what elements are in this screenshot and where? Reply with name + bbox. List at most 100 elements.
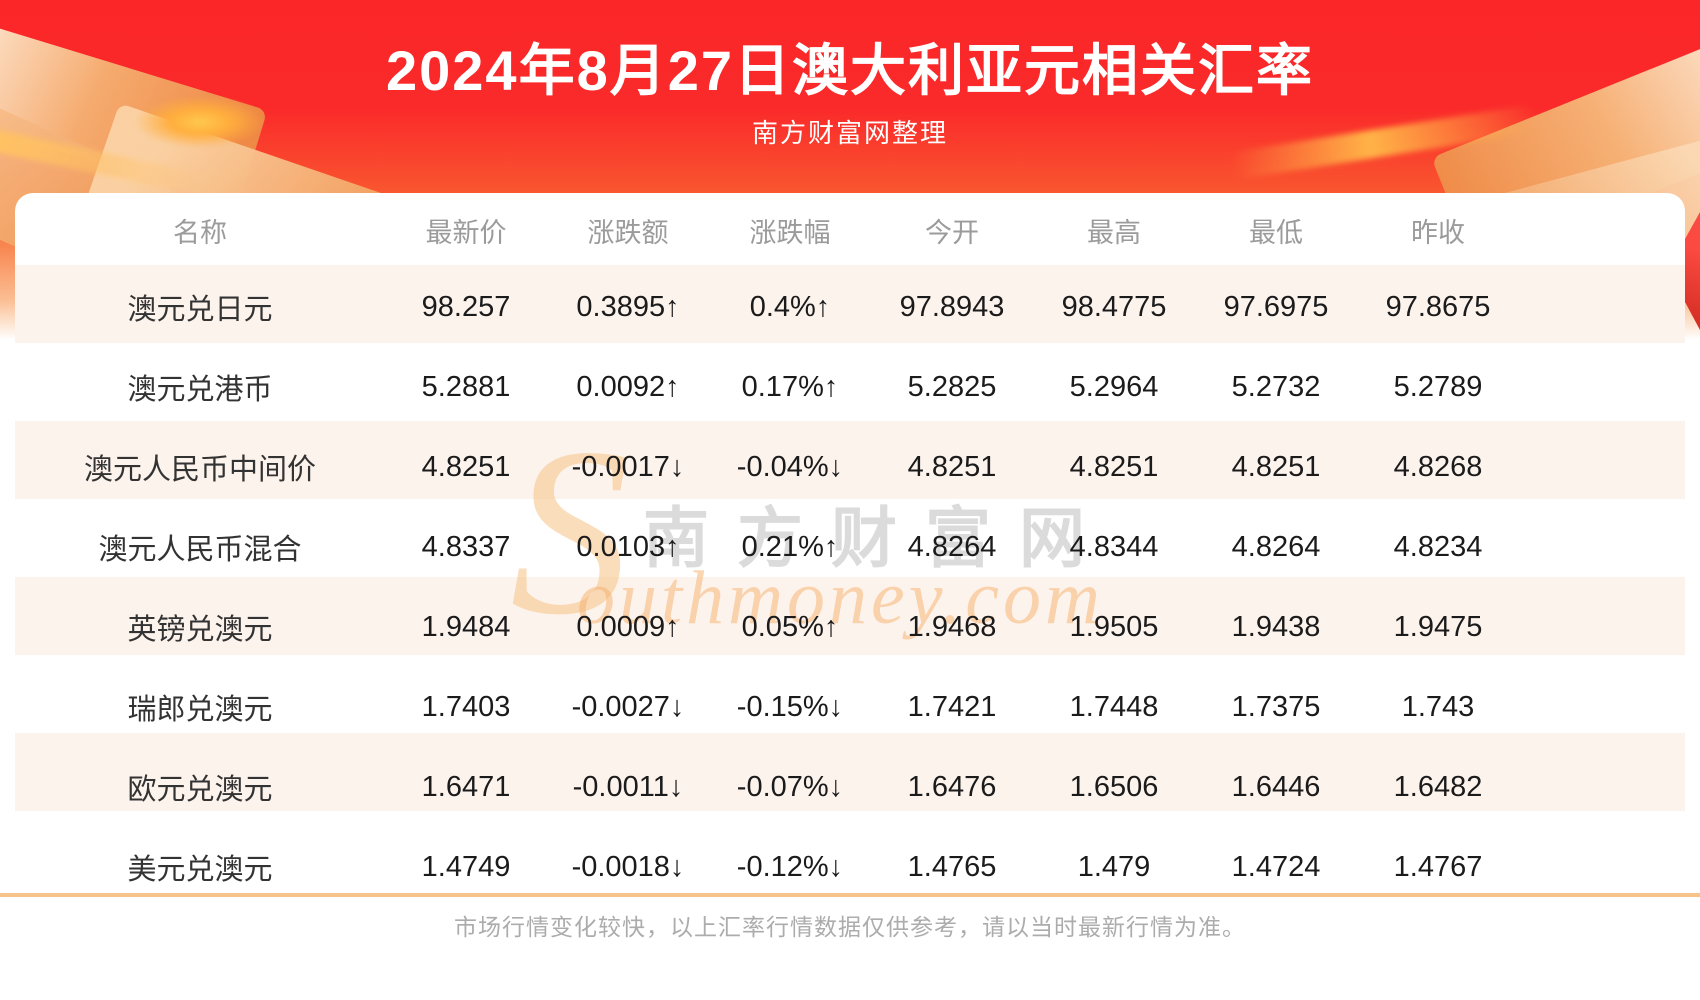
change-percent: -0.15%↓ [736,690,844,723]
latest-price: 4.8251 [421,450,511,483]
low-price: 4.8251 [1231,450,1321,483]
change-percent: 0.21%↑ [741,530,839,563]
open-price: 5.2825 [907,370,997,403]
footer-divider [0,893,1700,897]
page-title: 2024年8月27日澳大利亚元相关汇率 [385,39,1314,102]
pair-name: 澳元人民币中间价 [83,454,316,486]
latest-price: 1.9484 [421,610,511,643]
column-header: 最新价 [425,217,507,248]
column-header: 名称 [173,217,227,248]
table-row: 欧元兑澳元 1.6471 -0.0011↓ -0.07%↓ 1.6476 1.6… [15,747,1685,827]
prev-close-price: 1.743 [1401,690,1475,723]
change-amount: -0.0011↓ [572,770,684,803]
rates-panel: S 南方财富网 outhmoney.com 名称 最新价 涨跌额 涨跌幅 今开 最高 最低昨… [15,193,1685,889]
spacer-cell [1519,427,1685,507]
change-percent: 0.4%↑ [749,290,831,323]
change-amount: 0.0009↑ [576,610,680,643]
spacer-cell [1519,827,1685,889]
latest-price: 1.4749 [421,850,511,883]
open-price: 4.8251 [907,450,997,483]
spacer-cell [1519,587,1685,667]
high-price: 1.9505 [1069,610,1159,643]
change-percent: -0.12%↓ [736,850,844,883]
column-header: 涨跌幅 [749,217,831,248]
rates-table-body: 澳元兑日元 98.257 0.3895↑ 0.4%↑ 97.8943 98.47… [15,267,1685,889]
low-price: 4.8264 [1231,530,1321,563]
pair-name: 美元兑澳元 [127,854,273,886]
prev-close-price: 1.6482 [1393,770,1483,803]
pair-name: 澳元兑港币 [127,374,273,406]
pair-name: 澳元人民币混合 [98,534,302,566]
change-percent: -0.04%↓ [736,450,844,483]
high-price: 1.7448 [1069,690,1159,723]
change-percent: 0.17%↑ [741,370,839,403]
change-amount: -0.0027↓ [571,690,685,723]
gold-glow-decor-left [135,96,265,148]
rates-table: 名称 最新价 涨跌额 涨跌幅 今开 最高 最低 昨收 澳元兑日元 98.257 0.3895↑… [15,193,1685,889]
spacer-header [1519,193,1685,267]
pair-name: 英镑兑澳元 [127,614,273,646]
high-price: 4.8344 [1069,530,1159,563]
pair-name: 欧元兑澳元 [127,774,273,806]
change-amount: -0.0017↓ [571,450,685,483]
prev-close-price: 5.2789 [1393,370,1483,403]
change-amount: 0.0092↑ [576,370,680,403]
change-amount: 0.0103↑ [576,530,680,563]
row-stripes [15,265,1685,889]
change-amount: 0.3895↑ [576,290,680,323]
open-price: 1.9468 [907,610,997,643]
high-price: 4.8251 [1069,450,1159,483]
latest-price: 98.257 [421,290,511,323]
table-row: 瑞郎兑澳元 1.7403 -0.0027↓ -0.15%↓ 1.7421 1.7… [15,667,1685,747]
open-price: 1.4765 [907,850,997,883]
high-price: 98.4775 [1061,290,1167,323]
column-header: 最低 [1249,217,1303,248]
open-price: 1.6476 [907,770,997,803]
open-price: 4.8264 [907,530,997,563]
table-row: 澳元兑日元 98.257 0.3895↑ 0.4%↑ 97.8943 98.47… [15,267,1685,347]
open-price: 97.8943 [899,290,1005,323]
footer-note: 市场行情变化较快，以上汇率行情数据仅供参考，请以当时最新行情为准。 [454,914,1246,940]
low-price: 1.9438 [1231,610,1321,643]
column-header: 今开 [925,217,979,248]
spacer-cell [1519,667,1685,747]
low-price: 1.7375 [1231,690,1321,723]
table-row: 美元兑澳元 1.4749 -0.0018↓ -0.12%↓ 1.4765 1.4… [15,827,1685,889]
prev-close-price: 1.9475 [1393,610,1483,643]
spacer-cell [1519,267,1685,347]
table-row: 英镑兑澳元 1.9484 0.0009↑ 0.05%↑ 1.9468 1.950… [15,587,1685,667]
latest-price: 1.7403 [421,690,511,723]
spacer-cell [1519,507,1685,587]
table-header-row: 名称 最新价 涨跌额 涨跌幅 今开 最高 最低 昨收 [15,193,1685,267]
table-row: 澳元人民币混合 4.8337 0.0103↑ 0.21%↑ 4.8264 4.8… [15,507,1685,587]
prev-close-price: 1.4767 [1393,850,1483,883]
change-percent: -0.07%↓ [736,770,844,803]
page-subtitle: 南方财富网整理 [751,118,948,148]
latest-price: 4.8337 [421,530,511,563]
low-price: 1.4724 [1231,850,1321,883]
table-row: 澳元兑港币 5.2881 0.0092↑ 0.17%↑ 5.2825 5.296… [15,347,1685,427]
prev-close-price: 4.8268 [1393,450,1483,483]
low-price: 5.2732 [1231,370,1321,403]
spacer-cell [1519,347,1685,427]
high-price: 5.2964 [1069,370,1159,403]
latest-price: 1.6471 [421,770,511,803]
latest-price: 5.2881 [421,370,511,403]
pair-name: 瑞郎兑澳元 [127,694,273,726]
prev-close-price: 97.8675 [1385,290,1491,323]
column-header: 涨跌额 [587,217,669,248]
table-row: 澳元人民币中间价 4.8251 -0.0017↓ -0.04%↓ 4.8251 … [15,427,1685,507]
column-header: 最高 [1087,217,1141,248]
low-price: 97.6975 [1223,290,1329,323]
spacer-cell [1519,747,1685,827]
column-header: 昨收 [1411,217,1465,248]
high-price: 1.479 [1077,850,1151,883]
change-amount: -0.0018↓ [571,850,685,883]
change-percent: 0.05%↑ [741,610,839,643]
prev-close-price: 4.8234 [1393,530,1483,563]
high-price: 1.6506 [1069,770,1159,803]
open-price: 1.7421 [907,690,997,723]
pair-name: 澳元兑日元 [127,294,273,326]
low-price: 1.6446 [1231,770,1321,803]
